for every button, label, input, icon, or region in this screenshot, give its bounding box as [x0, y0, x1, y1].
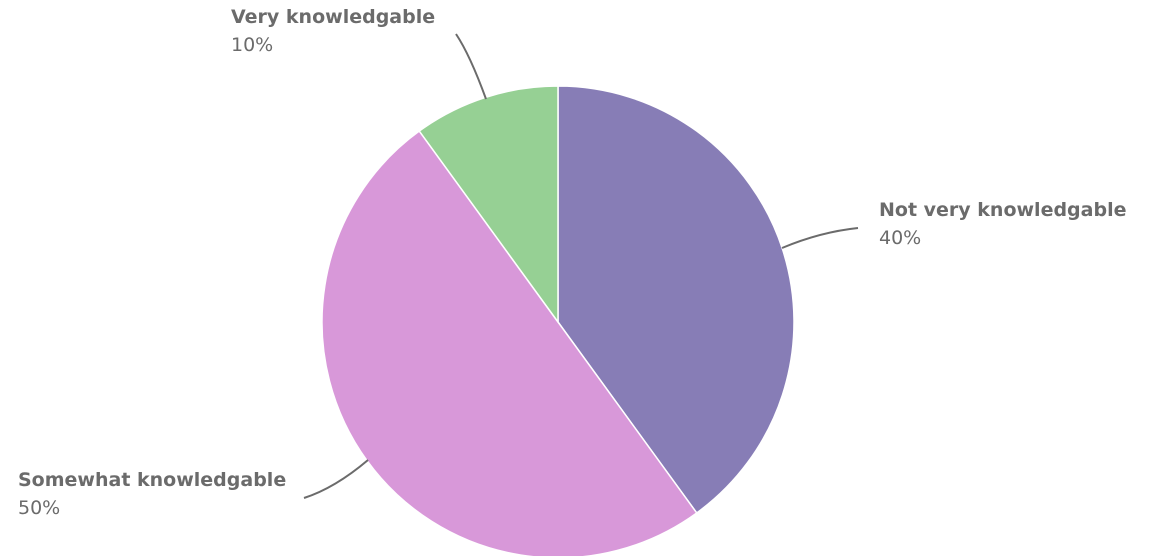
pie-slices — [321, 85, 795, 556]
slice-label-somewhat-knowledgable: Somewhat knowledgable — [18, 469, 286, 491]
slice-value-not-very-knowledgable: 40% — [879, 227, 921, 249]
leader-lines — [303, 33, 859, 499]
leader-line-somewhat-knowledgable — [303, 459, 369, 499]
slice-value-very-knowledgable: 10% — [231, 34, 273, 56]
slice-label-not-very-knowledgable: Not very knowledgable — [879, 199, 1126, 221]
leader-line-not-very-knowledgable — [781, 227, 859, 249]
slice-labels: Not very knowledgable 40% Somewhat knowled… — [18, 6, 1126, 519]
slice-value-somewhat-knowledgable: 50% — [18, 497, 60, 519]
slice-label-very-knowledgable: Very knowledgable — [231, 6, 435, 28]
leader-line-very-knowledgable — [455, 33, 487, 100]
pie-slice-not-very-knowledgable — [557, 85, 795, 514]
